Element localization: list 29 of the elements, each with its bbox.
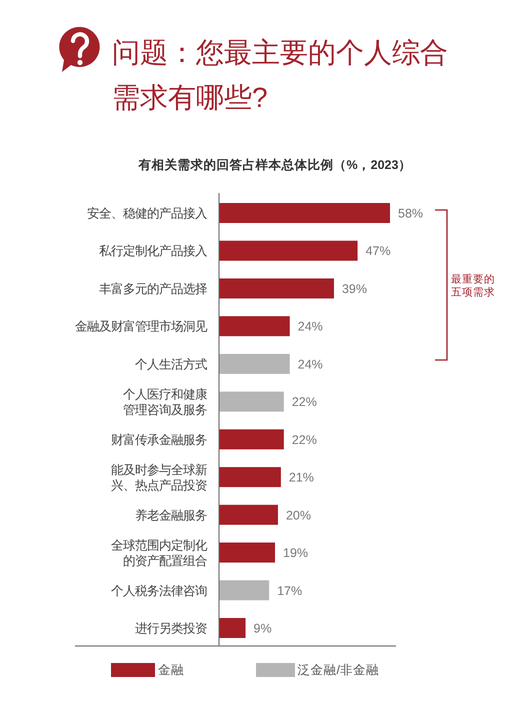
title: 问题：您最主要的个人综合需求有哪些? [112,36,449,115]
data-label: 22% [292,432,317,447]
data-label: 58% [398,206,424,220]
data-label: 47% [366,244,391,258]
data-label: 20% [286,508,311,522]
y-tick-label: 全球范围内定制化的资产配置组合 [111,538,207,568]
y-tick-label: 个人医疗和健康管理咨询及服务 [123,387,207,417]
y-tick-label: 个人税务法律咨询 [111,584,207,598]
data-label: 19% [283,546,308,560]
data-label: 22% [292,395,317,410]
y-tick-label: 安全、稳健的产品接入 [87,206,207,220]
y-tick-label: 丰富多元的产品选择 [99,282,207,296]
chart-subtitle: 有相关需求的回答占样本总体比例（%，2023） [138,157,412,172]
y-tick-label: 能及时参与全球新兴、热点产品投资 [111,462,207,492]
data-label: 21% [288,470,314,485]
annotation: 最重要的五项需求 [451,274,495,298]
data-label: 39% [342,282,368,296]
y-tick-label: 进行另类投资 [135,622,207,636]
y-tick-label: 私行定制化产品接入 [99,244,207,258]
y-tick-label: 财富传承金融服务 [111,432,207,447]
y-tick-label: 养老金融服务 [135,508,207,522]
legend-label: 金融 [158,663,184,677]
legend-label: 泛金融/非金融 [298,663,379,677]
data-label: 24% [298,357,323,372]
data-label: 9% [254,622,272,636]
y-tick-label: 个人生活方式 [135,357,207,372]
y-tick-label: 金融及财富管理市场洞见 [75,320,207,334]
data-label: 24% [298,320,323,334]
data-label: 17% [277,584,302,598]
